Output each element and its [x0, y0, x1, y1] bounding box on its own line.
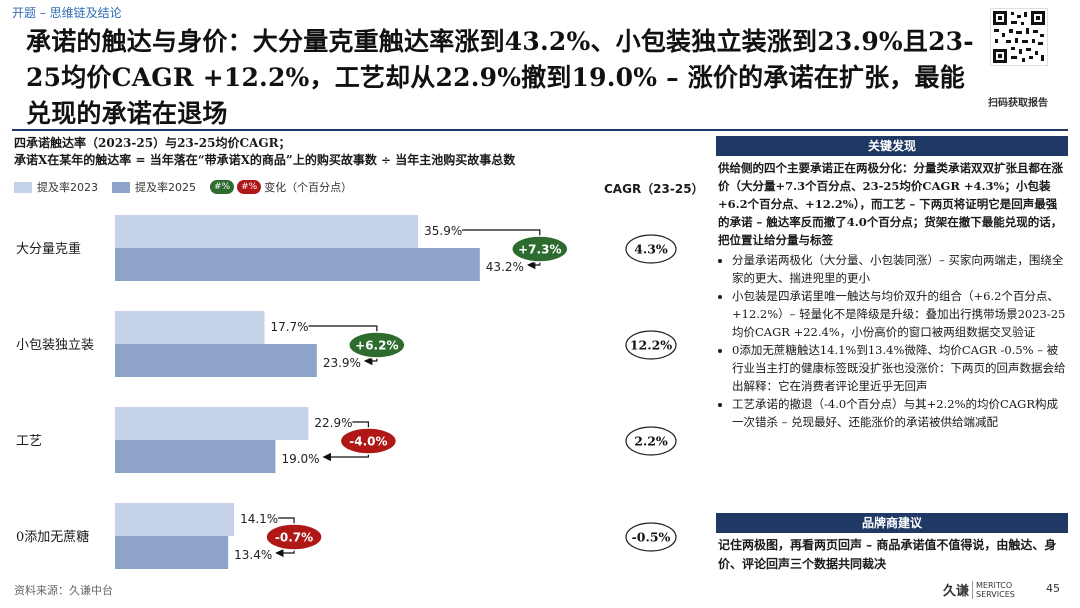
change-pill: [348, 331, 406, 359]
category-label: 小包装独立装: [16, 338, 94, 353]
legend-up-pill: #%: [210, 180, 235, 194]
change-label: -0.7%: [275, 531, 313, 545]
value-label-2023: 14.1%: [240, 512, 278, 526]
key-finding-item: 分量承诺两极化（大分量、小包装同涨）– 买家向两端走，围绕全家的更大、揣进兜里的…: [732, 251, 1066, 287]
value-label-2025: 13.4%: [234, 548, 272, 562]
cagr-label: 4.3%: [634, 242, 668, 257]
legend-2025-label: 提及率2025: [135, 181, 196, 194]
change-pill: [339, 427, 398, 455]
change-pill: [265, 523, 323, 551]
logo-en-line2: SERVICES: [976, 589, 1015, 599]
legend-change-label: 变化（个百分点）: [264, 181, 353, 194]
logo-en-line1: MERITCO: [976, 580, 1013, 590]
logo-cn: 久谦: [943, 584, 970, 599]
bar-2023: [115, 503, 235, 536]
qr-code-icon[interactable]: [990, 8, 1048, 66]
chart-subtitle: 四承诺触达率（2023-25）与23-25均价CAGR；: [14, 136, 291, 150]
legend-2025-swatch: [112, 181, 130, 193]
legend-2023-swatch: [14, 181, 32, 193]
cagr-label: 12.2%: [630, 338, 672, 353]
change-label: +6.2%: [355, 339, 398, 353]
source-note: 资料来源：久谦中台: [14, 584, 113, 597]
change-label: -4.0%: [349, 435, 387, 449]
category-label: 工艺: [16, 434, 42, 449]
key-findings-header: 关键发现: [716, 136, 1068, 156]
bar-2025: [115, 248, 480, 281]
cagr-label: 2.2%: [634, 434, 668, 449]
key-findings-panel: 关键发现 供给侧的四个主要承诺正在两极分化：分量类承诺双双扩张且都在涨价（大分量…: [716, 136, 1068, 431]
key-findings-intro: 供给侧的四个主要承诺正在两极分化：分量类承诺双双扩张且都在涨价（大分量+7.3个…: [718, 161, 1063, 247]
change-pill: [511, 235, 569, 263]
value-label-2025: 43.2%: [486, 260, 524, 274]
bar-2025: [115, 344, 317, 377]
value-label-2023: 17.7%: [270, 320, 308, 334]
chart-definition: 承诺X在某年的触达率 = 当年落在“带承诺X的商品”上的购买故事数 ÷ 当年主池…: [14, 153, 516, 167]
cagr-oval: [625, 330, 677, 360]
recommendation-text: 记住两极图，再看两页回声 – 商品承诺值不值得说，由触达、身价、评论回声三个数据…: [718, 538, 1057, 571]
key-findings-body: 供给侧的四个主要承诺正在两极分化：分量类承诺双双扩张且都在涨价（大分量+7.3个…: [716, 156, 1068, 431]
cagr-header: CAGR（23-25）: [604, 182, 704, 196]
key-findings-list: 分量承诺两极化（大分量、小包装同涨）– 买家向两端走，围绕全家的更大、揣进兜里的…: [718, 251, 1066, 431]
value-label-2025: 23.9%: [323, 356, 361, 370]
bar-2023: [115, 215, 419, 248]
category-label: 0添加无蔗糖: [16, 529, 89, 545]
cagr-oval: [625, 522, 677, 552]
page-title: 承诺的触达与身价：大分量克重触达率涨到43.2%、小包装独立装涨到23.9%且2…: [26, 27, 974, 128]
legend-2025: 提及率2025: [112, 179, 196, 195]
bar-2025: [115, 536, 229, 569]
legend-down-pill: #%: [237, 180, 262, 194]
legend-2023-label: 提及率2023: [37, 181, 98, 194]
company-logo: 久谦 MERITCO SERVICES: [943, 580, 1015, 599]
cagr-label: -0.5%: [632, 530, 671, 545]
bar-2023: [115, 311, 265, 344]
value-label-2025: 19.0%: [281, 452, 319, 466]
cagr-oval: [625, 234, 677, 264]
cagr-oval: [625, 426, 677, 456]
key-finding-item: 0添加无蔗糖触达14.1%到13.4%微降、均价CAGR -0.5% – 被行业…: [732, 341, 1066, 395]
change-label: +7.3%: [518, 243, 561, 257]
chart-legend: 提及率2023 提及率2025 #% #% 变化（个百分点）: [14, 178, 352, 196]
bar-2023: [115, 407, 309, 440]
value-label-2023: 35.9%: [424, 224, 462, 238]
page-number: 45: [1046, 582, 1060, 595]
category-label: 大分量克重: [16, 241, 81, 257]
title-divider: [12, 129, 1068, 131]
key-finding-item: 小包装是四承诺里唯一触达与均价双升的组合（+6.2个百分点、+12.2%）– 轻…: [732, 287, 1066, 341]
breadcrumb: 开题 – 思维链及结论: [12, 6, 122, 20]
recommendation-panel: 品牌商建议 记住两极图，再看两页回声 – 商品承诺值不值得说，由触达、身价、评论…: [716, 513, 1068, 577]
value-label-2023: 22.9%: [314, 416, 352, 430]
logo-en: MERITCO SERVICES: [972, 580, 1015, 599]
qr-caption: 扫码获取报告: [988, 98, 1048, 109]
legend-2023: 提及率2023: [14, 179, 98, 195]
key-finding-item: 工艺承诺的撤退（-4.0个百分点）与其+2.2%的均价CAGR构成一次错杀 – …: [732, 395, 1066, 431]
bar-chart: 大分量克重 35.9% 43.2% +7.3% 4.3% 小包装独立装 17.7% 23.9%…: [16, 215, 677, 569]
bar-2025: [115, 440, 276, 473]
recommendation-header: 品牌商建议: [716, 513, 1068, 533]
